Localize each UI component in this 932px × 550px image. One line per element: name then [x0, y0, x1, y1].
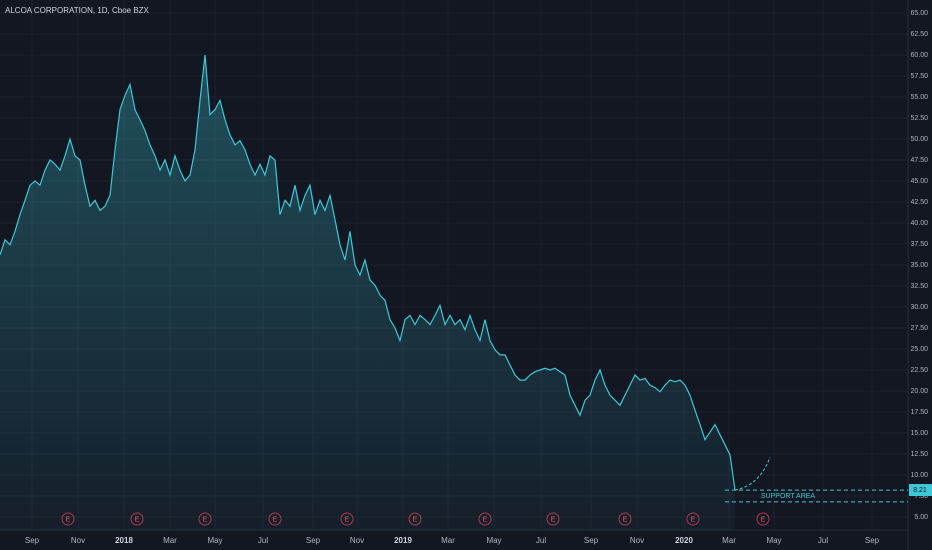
y-tick-label: 35.00	[910, 262, 928, 269]
earnings-marker	[198, 512, 212, 526]
x-tick-label: 2018	[115, 536, 133, 545]
x-tick-label: May	[486, 536, 501, 545]
y-tick-label: 60.00	[910, 52, 928, 59]
y-tick-label: 50.00	[910, 136, 928, 143]
y-tick-label: 25.00	[910, 346, 928, 353]
y-tick-label: 12.50	[910, 451, 928, 458]
x-tick-label: Sep	[306, 536, 321, 545]
x-tick-label: Mar	[441, 536, 455, 545]
y-tick-label: 22.50	[910, 367, 928, 374]
y-tick-label: 42.50	[910, 199, 928, 206]
y-tick-label: 20.00	[910, 388, 928, 395]
earnings-label: E	[691, 516, 696, 523]
last-price-tag	[909, 484, 932, 497]
earnings-label: E	[66, 516, 71, 523]
chart-title: ALCOA CORPORATION, 1D, Cboe BZX	[5, 6, 150, 15]
x-tick-label: Mar	[722, 536, 736, 545]
earnings-marker	[61, 512, 75, 526]
x-tick-label: May	[766, 536, 781, 545]
earnings-marker	[756, 512, 770, 526]
earnings-label: E	[203, 516, 208, 523]
y-tick-label: 30.00	[910, 304, 928, 311]
earnings-label: E	[413, 516, 418, 523]
projection-arrow	[734, 456, 771, 491]
x-tick-label: Sep	[25, 536, 40, 545]
earnings-label: E	[273, 516, 278, 523]
x-tick-label: Nov	[630, 536, 644, 545]
last-price-label: 8.21	[913, 487, 927, 494]
y-tick-label: 55.00	[910, 94, 928, 101]
earnings-marker	[546, 512, 560, 526]
earnings-label: E	[761, 516, 766, 523]
y-tick-label: 57.50	[910, 73, 928, 80]
x-tick-label: Sep	[865, 536, 880, 545]
earnings-marker	[268, 512, 282, 526]
earnings-marker	[408, 512, 422, 526]
y-tick-label: 27.50	[910, 325, 928, 332]
earnings-marker	[130, 512, 144, 526]
y-tick-label: 10.00	[910, 472, 928, 479]
earnings-label: E	[483, 516, 488, 523]
y-tick-label: 40.00	[910, 220, 928, 227]
earnings-label: E	[623, 516, 628, 523]
x-tick-label: Jul	[536, 536, 546, 545]
x-tick-label: Jul	[818, 536, 828, 545]
earnings-label: E	[135, 516, 140, 523]
x-tick-label: Mar	[163, 536, 177, 545]
y-tick-label: 32.50	[910, 283, 928, 290]
support-label: SUPPORT AREA	[761, 493, 816, 500]
y-tick-label: 37.50	[910, 241, 928, 248]
earnings-marker	[686, 512, 700, 526]
y-tick-label: 15.00	[910, 430, 928, 437]
y-tick-label: 5.00	[914, 514, 928, 521]
x-tick-label: Jul	[258, 536, 268, 545]
y-tick-label: 7.50	[914, 493, 928, 500]
earnings-marker	[478, 512, 492, 526]
x-tick-label: May	[207, 536, 222, 545]
earnings-marker	[618, 512, 632, 526]
x-tick-label: Nov	[71, 536, 85, 545]
y-tick-label: 65.00	[910, 10, 928, 17]
y-tick-label: 52.50	[910, 115, 928, 122]
x-tick-label: Sep	[584, 536, 599, 545]
y-tick-label: 47.50	[910, 157, 928, 164]
y-tick-label: 62.50	[910, 31, 928, 38]
price-area	[0, 55, 735, 530]
earnings-label: E	[551, 516, 556, 523]
earnings-label: E	[345, 516, 350, 523]
x-tick-label: 2019	[394, 536, 412, 545]
earnings-marker	[340, 512, 354, 526]
x-tick-label: Nov	[350, 536, 364, 545]
y-tick-label: 17.50	[910, 409, 928, 416]
y-tick-label: 45.00	[910, 178, 928, 185]
x-tick-label: 2020	[675, 536, 693, 545]
price-line	[0, 54, 736, 491]
